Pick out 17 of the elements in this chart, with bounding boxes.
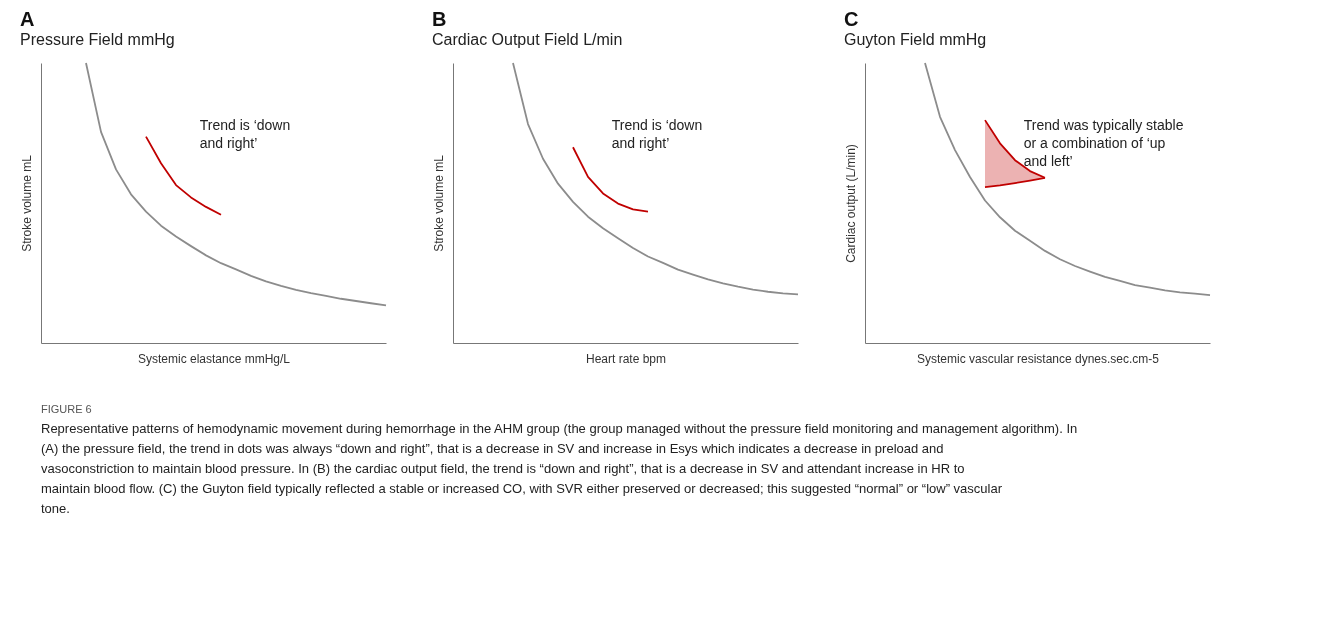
annotation: Trend is ‘down and right’: [199, 117, 291, 151]
chart-subtitle: Pressure Field mmHg: [20, 31, 175, 49]
y-axis-title: Cardiac output (L/min): [843, 144, 858, 263]
chart-title: C: [844, 8, 859, 31]
x-axis-title: Systemic vascular resistance dynes.sec.cm-5: [916, 351, 1160, 366]
chart-title: A: [20, 8, 35, 31]
annotation: Trend was typically stable or a combination of ‘up and left’: [1023, 117, 1184, 169]
text: Representative patterns of hemodynamic movement during hemorrhage in the AHM group (the group managed without the pressure field monitoring and management algorithm). In (A) the pressure field, the trend in dots was always “down and right”, that is a decrease in SV and increase in Esys which indicates a decrease in preload and vasoconstriction to maintain blood pressure. In (B) the cardiac output field, the trend is “down and right”, that is a decrease in SV and attendant increase in HR to maintain blood flow. (C) the Guyton field typically reflected a stable or increased CO, with SVR either preserved or decreased; this suggested “normal” or “low” vascular tone.: [41, 421, 1078, 516]
x-axis-title: Heart rate bpm: [585, 351, 667, 366]
x-axis-title: Systemic elastance mmHg/L: [137, 351, 291, 366]
annotation: Trend is ‘down and right’: [611, 117, 703, 151]
text: FIGURE 6: [41, 403, 92, 415]
y-axis-title: Stroke volume mL: [19, 154, 34, 252]
chart-subtitle: Guyton Field mmHg: [844, 31, 987, 49]
chart-title: B: [432, 8, 447, 31]
chart-subtitle: Cardiac Output Field L/min: [432, 31, 623, 49]
y-axis-title: Stroke volume mL: [431, 154, 446, 252]
